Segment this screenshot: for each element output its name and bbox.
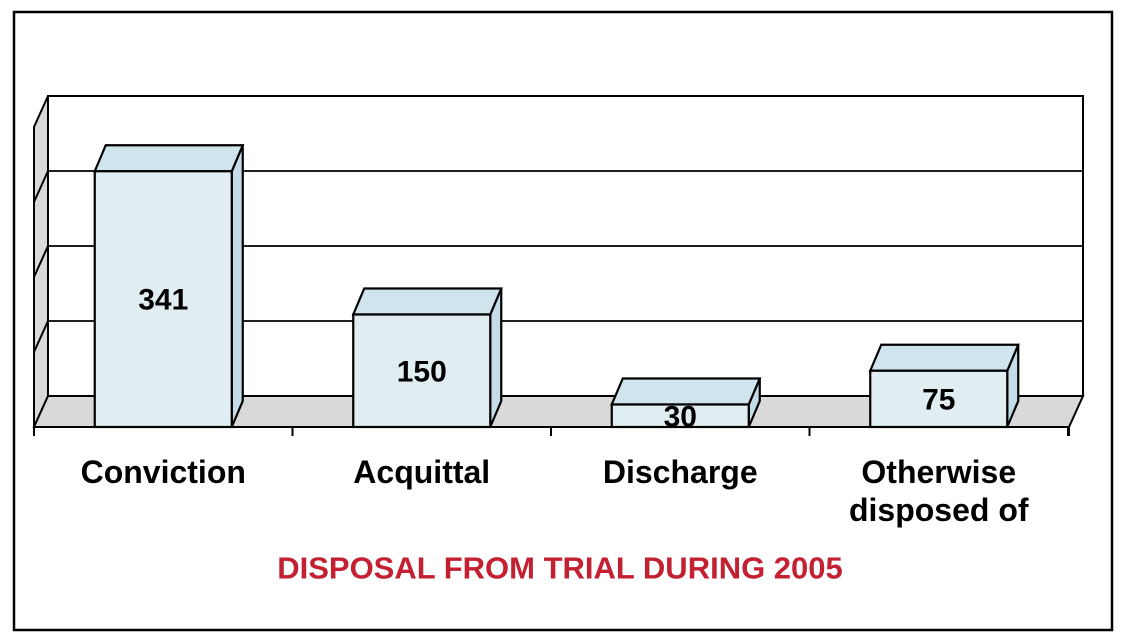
- bar-discharge: [610, 403, 750, 429]
- bar-side-conviction: [230, 144, 244, 428]
- y-axis-tick: [33, 245, 49, 278]
- x-axis-label: Acquittal: [353, 454, 490, 490]
- bar-top-conviction: [93, 144, 245, 173]
- x-axis-label: Discharge: [603, 454, 758, 490]
- bar-acquittal: [352, 313, 492, 429]
- bar-otherwise: [869, 369, 1009, 429]
- bar-top-acquittal: [351, 287, 503, 316]
- y-axis-tick: [33, 170, 49, 203]
- bar-conviction: [93, 170, 233, 429]
- chart-title: DISPOSAL FROM TRIAL DURING 2005: [277, 551, 843, 586]
- bar-value-label: 30: [664, 400, 697, 433]
- bar-value-label: 75: [922, 383, 955, 416]
- y-axis-tick: [33, 320, 49, 353]
- x-axis-label: Conviction: [81, 454, 246, 490]
- x-axis-label: Otherwise disposed of: [849, 454, 1029, 528]
- bar-top-otherwise: [868, 343, 1020, 372]
- bar-value-label: 341: [138, 284, 188, 317]
- bar-value-label: 150: [397, 355, 447, 388]
